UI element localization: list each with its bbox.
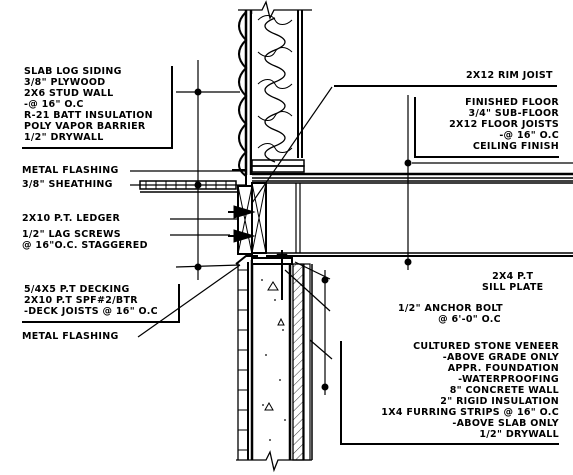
leader-lines bbox=[130, 86, 573, 360]
vertical-dims bbox=[197, 60, 409, 395]
label-metal-flashing-top: METAL FLASHING bbox=[22, 165, 119, 176]
anchor-bolt bbox=[276, 250, 288, 300]
label-lag-screws: 1/2" LAG SCREWS @ 16"O.C. STAGGERED bbox=[22, 229, 148, 251]
upper-wall bbox=[238, 0, 312, 177]
label-decking: 5/4X5 P.T DECKING 2X10 P.T SPF#2/BTR -DE… bbox=[22, 284, 180, 323]
log-siding-curves bbox=[238, 11, 248, 177]
label-wall-assembly: SLAB LOG SIDING 3/8" PLYWOOD 2X6 STUD WA… bbox=[22, 66, 173, 149]
floor-system bbox=[251, 172, 573, 257]
foundation bbox=[236, 257, 313, 473]
label-floor-assembly: FINISHED FLOOR 3/4" SUB-FLOOR 2X12 FLOOR… bbox=[414, 97, 559, 158]
label-rim-joist: 2X12 RIM JOIST bbox=[334, 70, 557, 87]
label-anchor-bolt: 1/2" ANCHOR BOLT @ 6'-0" O.C bbox=[398, 303, 503, 325]
lag-screws bbox=[228, 205, 256, 243]
batt-insulation bbox=[264, 17, 286, 163]
label-ledger: 2X10 P.T. LEDGER bbox=[22, 213, 121, 224]
label-sill-plate: 2X4 P.T SILL PLATE bbox=[482, 271, 544, 293]
label-metal-flashing-bottom: METAL FLASHING bbox=[22, 331, 119, 342]
label-sheathing: 3/8" SHEATHING bbox=[22, 179, 113, 190]
label-foundation-assembly: CULTURED STONE VENEER -ABOVE GRADE ONLY … bbox=[340, 341, 559, 445]
concrete-dots bbox=[261, 279, 286, 441]
